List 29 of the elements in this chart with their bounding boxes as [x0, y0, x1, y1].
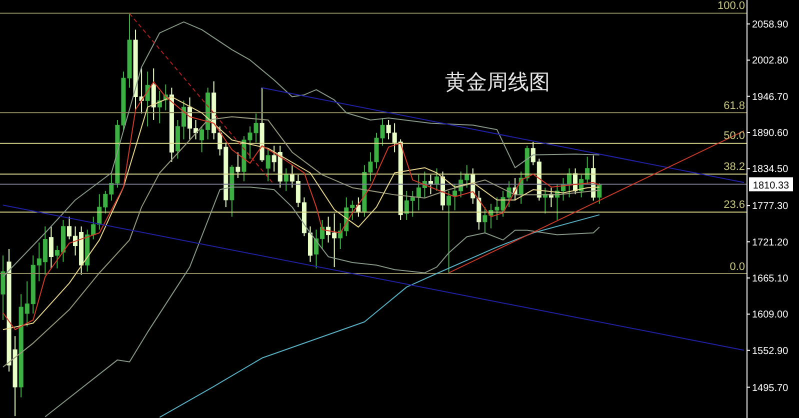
candlestick	[356, 196, 361, 218]
y-tick-label: 1665.10	[752, 274, 789, 285]
y-tick-label: 1946.70	[752, 92, 789, 103]
line-series	[159, 214, 600, 418]
y-tick-label: 2058.90	[752, 19, 789, 30]
y-tick-label: 1834.50	[752, 164, 789, 176]
line-series	[44, 186, 600, 418]
candlestick	[151, 68, 156, 120]
annotation: 100.0	[717, 0, 745, 12]
annotation: 38.2	[724, 161, 745, 174]
text: 黄金周线图	[445, 69, 550, 96]
candlestick	[446, 190, 452, 274]
y-tick-label: 1552.90	[752, 346, 789, 357]
candlestick	[236, 152, 240, 179]
annotation: 23.6	[724, 199, 745, 212]
candlestick	[0, 254, 6, 320]
annotation: 61.8	[724, 100, 745, 112]
y-tick-label: 1609.00	[752, 310, 789, 321]
candlestick	[284, 168, 288, 192]
y-tick-label: 1721.20	[752, 237, 789, 248]
y-tick-label: 1777.30	[752, 201, 789, 212]
y-tick-label: 2002.80	[752, 56, 789, 67]
candlestick	[48, 226, 54, 269]
ref-line-label: 1810.33	[752, 180, 790, 192]
annotation: 0.0	[730, 260, 745, 272]
candlestick	[266, 148, 270, 182]
y-tick-label: 1890.60	[752, 128, 789, 140]
y-tick-label: 1495.70	[752, 382, 789, 394]
candlestick	[434, 168, 439, 192]
